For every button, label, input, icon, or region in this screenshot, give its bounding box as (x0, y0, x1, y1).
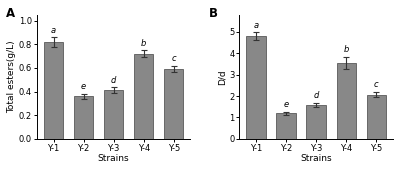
Bar (276, 113, 296, 139)
Text: d: d (314, 91, 319, 100)
Text: a: a (51, 26, 56, 35)
Bar (246, 36, 266, 139)
Bar (74, 96, 93, 139)
Text: e: e (81, 82, 86, 91)
Text: c: c (374, 80, 379, 89)
Text: A: A (6, 7, 15, 20)
Y-axis label: D/d: D/d (218, 69, 226, 85)
Text: b: b (141, 38, 146, 47)
Text: e: e (284, 100, 289, 109)
Bar (306, 105, 326, 139)
Bar (366, 95, 386, 139)
Text: B: B (209, 7, 218, 20)
Text: c: c (171, 54, 176, 63)
Y-axis label: Total esters(g/L): Total esters(g/L) (7, 40, 16, 113)
Bar (44, 42, 63, 139)
Text: d: d (111, 76, 116, 85)
X-axis label: Strains: Strains (98, 154, 130, 163)
X-axis label: Strains: Strains (300, 154, 332, 163)
Bar (134, 54, 154, 139)
Bar (336, 63, 356, 139)
Bar (104, 90, 123, 139)
Bar (164, 69, 184, 139)
Text: a: a (254, 21, 259, 30)
Text: b: b (344, 45, 349, 54)
